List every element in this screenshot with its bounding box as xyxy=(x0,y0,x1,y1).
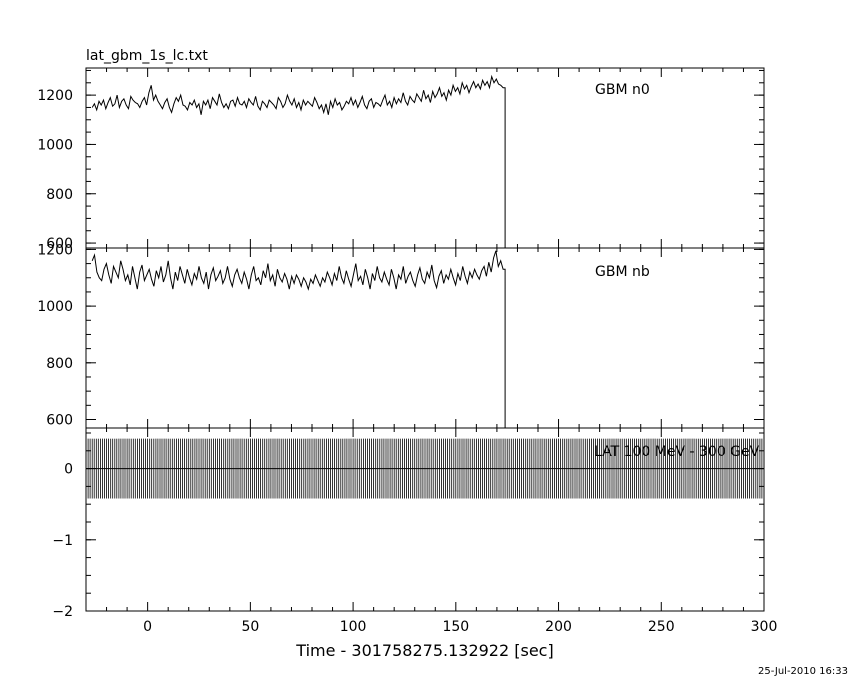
x-tick-label: 150 xyxy=(442,619,469,635)
y-tick-label: −1 xyxy=(52,533,73,549)
y-tick-label: 800 xyxy=(46,187,73,203)
x-tick-label: 50 xyxy=(241,619,259,635)
panel-lat-frame xyxy=(85,427,765,612)
panel-gbm-nb-label: GBM nb xyxy=(595,264,650,280)
y-tick-label: 1200 xyxy=(37,242,73,258)
y-tick-label: 0 xyxy=(64,462,73,478)
panel-lat-label: LAT 100 MeV - 300 GeV xyxy=(594,444,760,460)
y-tick-label: 1000 xyxy=(37,137,73,153)
y-tick-label: 1200 xyxy=(37,88,73,104)
y-tick-label: 600 xyxy=(46,236,73,252)
x-axis-label: Time - 301758275.132922 [sec] xyxy=(295,641,553,660)
timestamp-label: 25-Jul-2010 16:33 xyxy=(758,666,848,677)
x-tick-label: 250 xyxy=(648,619,675,635)
x-tick-label: 200 xyxy=(545,619,572,635)
series-line xyxy=(91,250,506,428)
panel-lat: −2 −1 0 0 50 100 150 200 250 300 xyxy=(52,427,778,635)
y-tick-label: 800 xyxy=(46,356,73,372)
x-tick-label: 0 xyxy=(143,619,152,635)
x-tick-label: 100 xyxy=(340,619,367,635)
panel-gbm-n0-label: GBM n0 xyxy=(595,82,650,98)
y-tick-label: −2 xyxy=(52,604,73,620)
panel-gbm-nb-frame xyxy=(85,247,765,429)
y-tick-label: 600 xyxy=(46,412,73,428)
y-tick-label: 1000 xyxy=(37,299,73,315)
panel-gbm-nb: GBM nb 600 800 1000 1200 xyxy=(37,242,765,429)
panel-gbm-n0: GBM n0 600 800 1000 1200 xyxy=(37,67,765,252)
x-tick-label: 300 xyxy=(751,619,778,635)
file-title: lat_gbm_1s_lc.txt xyxy=(86,48,208,64)
series-line xyxy=(91,74,506,248)
